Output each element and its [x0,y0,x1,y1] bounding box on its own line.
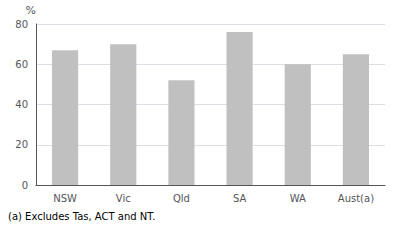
svg-text:Qld: Qld [173,193,190,204]
svg-text:SA: SA [233,193,247,204]
svg-text:WA: WA [290,193,306,204]
svg-text:Aust(a): Aust(a) [338,193,374,204]
svg-text:%: % [26,4,36,17]
svg-text:20: 20 [15,139,28,150]
svg-text:80: 80 [15,19,28,30]
svg-text:40: 40 [15,99,28,110]
svg-text:60: 60 [15,59,28,70]
svg-text:NSW: NSW [53,193,77,204]
svg-text:(a) Excludes Tas, ACT and NT.: (a) Excludes Tas, ACT and NT. [8,211,155,222]
svg-text:0: 0 [22,180,28,191]
svg-text:Vic: Vic [116,193,131,204]
